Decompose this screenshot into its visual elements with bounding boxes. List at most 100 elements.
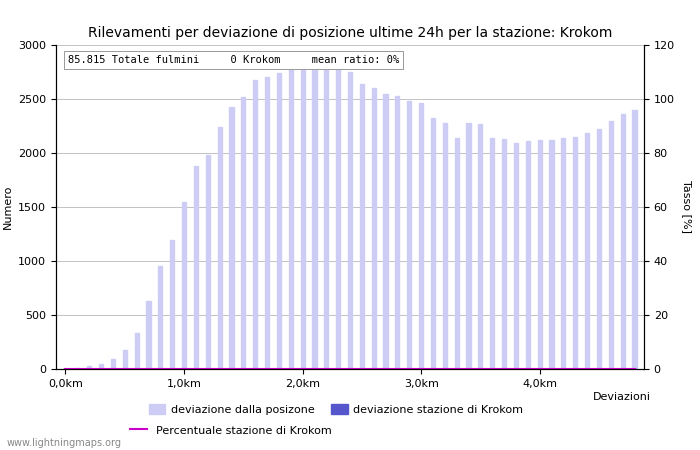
Bar — [597, 129, 601, 369]
Percentuale stazione di Krokom — [405, 366, 414, 372]
Bar — [230, 107, 234, 369]
Bar — [395, 96, 400, 369]
Percentuale stazione di Krokom — [429, 366, 438, 372]
Bar — [431, 118, 435, 369]
Percentuale stazione di Krokom — [500, 366, 508, 372]
Percentuale stazione di Krokom — [262, 366, 271, 372]
Percentuale stazione di Krokom — [571, 366, 580, 372]
Percentuale stazione di Krokom — [216, 366, 224, 372]
Bar — [573, 137, 578, 369]
Bar — [466, 123, 470, 369]
Bar — [146, 301, 150, 369]
Percentuale stazione di Krokom — [346, 366, 354, 372]
Bar — [502, 139, 506, 369]
Bar — [609, 121, 613, 369]
Percentuale stazione di Krokom — [630, 366, 638, 372]
Bar — [454, 138, 458, 369]
Percentuale stazione di Krokom — [619, 366, 627, 372]
Text: www.lightningmaps.org: www.lightningmaps.org — [7, 438, 122, 448]
Bar — [478, 124, 482, 369]
Bar — [134, 333, 139, 369]
Bar — [170, 240, 174, 369]
Bar — [99, 364, 103, 369]
Bar — [324, 61, 328, 369]
Bar — [419, 104, 424, 369]
Percentuale stazione di Krokom — [322, 366, 330, 372]
Percentuale stazione di Krokom — [524, 366, 532, 372]
Legend: deviazione dalla posizone, deviazione stazione di Krokom: deviazione dalla posizone, deviazione st… — [144, 400, 528, 420]
Bar — [490, 139, 494, 369]
Percentuale stazione di Krokom — [132, 366, 141, 372]
Percentuale stazione di Krokom — [180, 366, 188, 372]
Percentuale stazione di Krokom — [476, 366, 484, 372]
Y-axis label: Tasso [%]: Tasso [%] — [682, 180, 692, 234]
Percentuale stazione di Krokom — [73, 366, 81, 372]
Percentuale stazione di Krokom — [144, 366, 153, 372]
Bar — [218, 127, 222, 369]
Bar — [632, 110, 636, 369]
Bar — [122, 350, 127, 369]
Percentuale stazione di Krokom — [382, 366, 390, 372]
Percentuale stazione di Krokom — [488, 366, 496, 372]
Percentuale stazione di Krokom — [512, 366, 520, 372]
Title: Rilevamenti per deviazione di posizione ultime 24h per la stazione: Krokom: Rilevamenti per deviazione di posizione … — [88, 26, 612, 40]
Percentuale stazione di Krokom — [358, 366, 366, 372]
Percentuale stazione di Krokom — [228, 366, 236, 372]
Percentuale stazione di Krokom — [62, 366, 70, 372]
Percentuale stazione di Krokom — [452, 366, 461, 372]
Percentuale stazione di Krokom — [85, 366, 93, 372]
Percentuale stazione di Krokom — [168, 366, 176, 372]
Percentuale stazione di Krokom — [547, 366, 556, 372]
Percentuale stazione di Krokom — [464, 366, 473, 372]
Percentuale stazione di Krokom — [239, 366, 248, 372]
Percentuale stazione di Krokom — [192, 366, 200, 372]
Bar — [407, 101, 412, 369]
Bar — [241, 97, 246, 369]
Percentuale stazione di Krokom — [583, 366, 592, 372]
Percentuale stazione di Krokom — [310, 366, 319, 372]
Percentuale stazione di Krokom — [440, 366, 449, 372]
Percentuale stazione di Krokom — [536, 366, 544, 372]
Bar — [76, 368, 79, 369]
Bar — [514, 143, 518, 369]
Bar — [538, 140, 542, 369]
Percentuale stazione di Krokom — [204, 366, 212, 372]
Percentuale stazione di Krokom — [274, 366, 283, 372]
Bar — [621, 113, 624, 369]
Percentuale stazione di Krokom — [595, 366, 603, 372]
Percentuale stazione di Krokom — [108, 366, 117, 372]
Percentuale stazione di Krokom — [156, 366, 164, 372]
Y-axis label: Numero: Numero — [3, 185, 13, 229]
Bar — [87, 366, 91, 369]
Text: Deviazioni: Deviazioni — [593, 392, 651, 401]
Bar — [550, 140, 554, 369]
Bar — [384, 94, 388, 369]
Bar — [265, 77, 269, 369]
Bar — [182, 202, 186, 369]
Bar — [585, 133, 589, 369]
Percentuale stazione di Krokom — [97, 366, 105, 372]
Text: 85.815 Totale fulmini     0 Krokom     mean ratio: 0%: 85.815 Totale fulmini 0 Krokom mean rati… — [68, 55, 399, 65]
Percentuale stazione di Krokom — [334, 366, 342, 372]
Percentuale stazione di Krokom — [607, 366, 615, 372]
Bar — [561, 139, 566, 369]
Bar — [300, 57, 304, 369]
Bar — [253, 80, 257, 369]
Percentuale stazione di Krokom — [559, 366, 568, 372]
Percentuale stazione di Krokom — [370, 366, 378, 372]
Percentuale stazione di Krokom — [417, 366, 426, 372]
Legend: Percentuale stazione di Krokom: Percentuale stazione di Krokom — [126, 420, 336, 440]
Bar — [526, 141, 530, 369]
Bar — [336, 66, 340, 369]
Bar — [194, 166, 198, 369]
Bar — [372, 88, 376, 369]
Bar — [206, 155, 210, 369]
Bar — [288, 69, 293, 369]
Bar — [158, 266, 162, 369]
Percentuale stazione di Krokom — [120, 366, 129, 372]
Percentuale stazione di Krokom — [251, 366, 260, 372]
Bar — [443, 123, 447, 369]
Percentuale stazione di Krokom — [298, 366, 307, 372]
Percentuale stazione di Krokom — [393, 366, 402, 372]
Bar — [111, 359, 115, 369]
